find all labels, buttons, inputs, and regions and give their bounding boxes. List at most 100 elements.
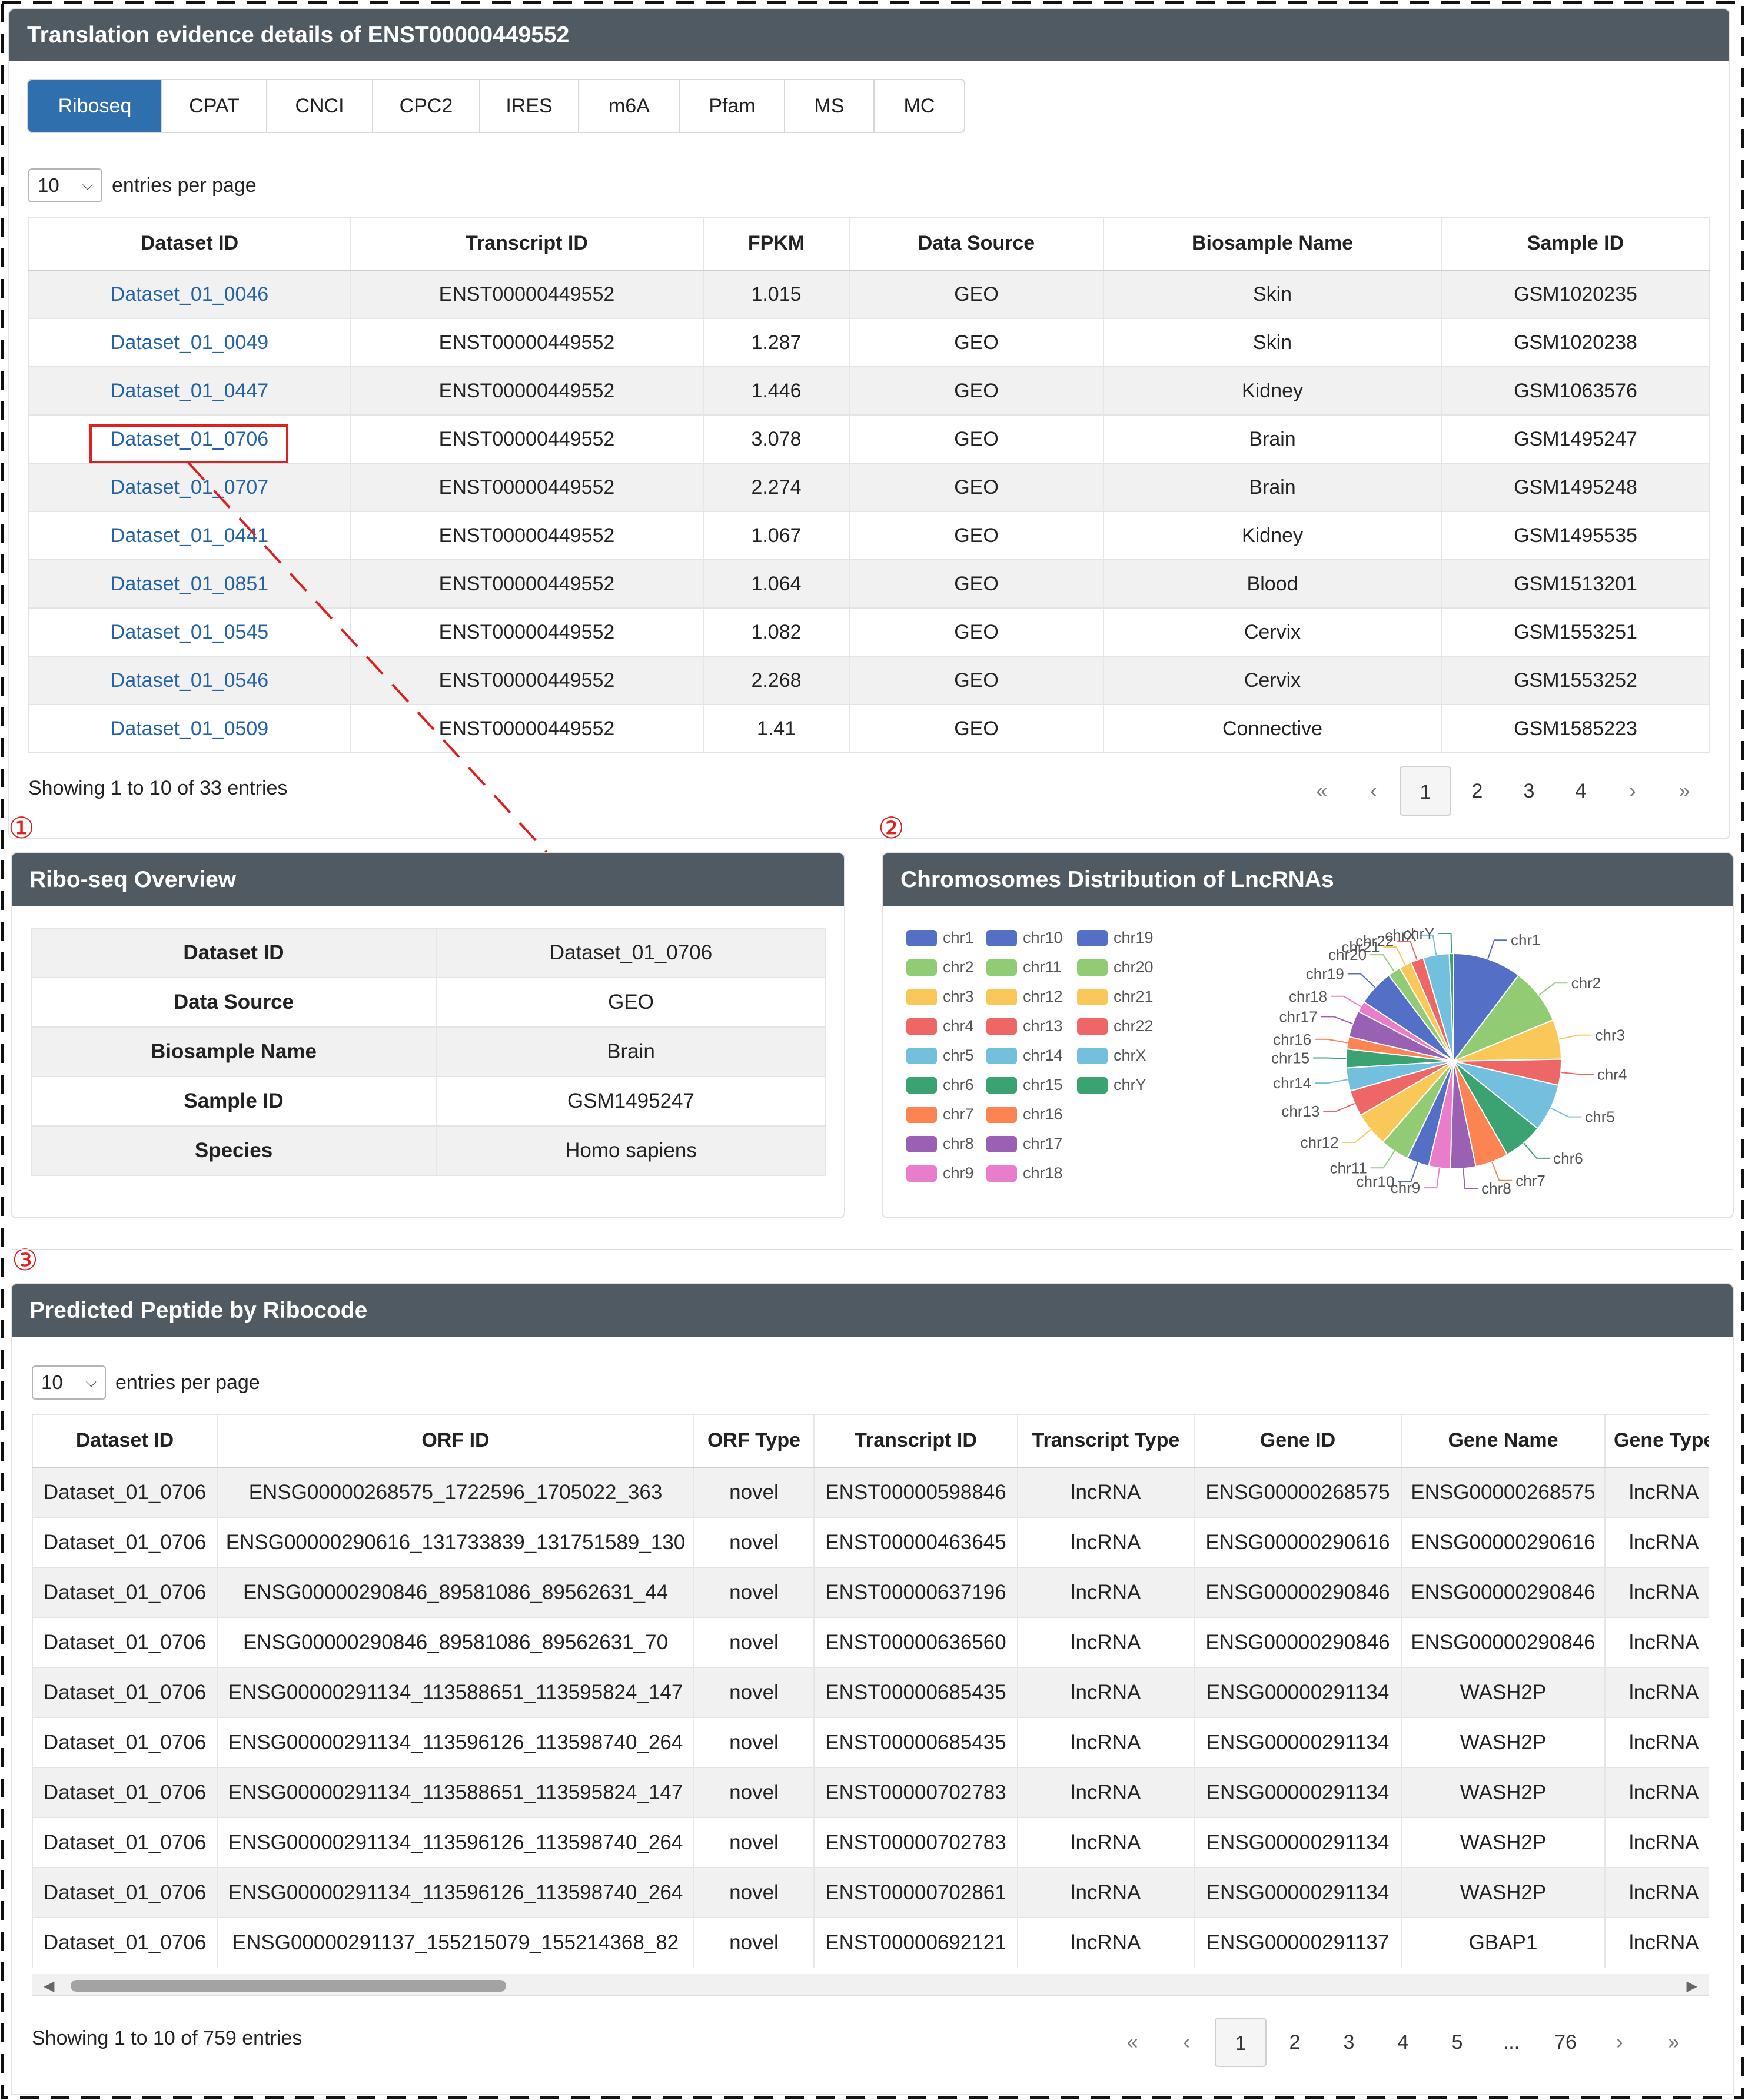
tab-pfam[interactable]: Pfam [680,80,785,132]
legend-item-chr22[interactable]: chr22 [1077,1017,1154,1035]
column-header[interactable]: FPKM [703,217,850,271]
dataset-link[interactable]: Dataset_01_0447 [29,366,351,415]
tab-mc[interactable]: MC [875,80,964,132]
pie-slice-chrY[interactable] [1448,952,1454,1062]
scroll-thumb[interactable] [71,1980,506,1992]
legend-item-chr1[interactable]: chr1 [906,929,974,947]
table-cell: GEO [849,704,1104,753]
tab-cnci[interactable]: CNCI [267,80,373,132]
pager-nav-button[interactable]: › [1629,780,1636,802]
legend-item-chr11[interactable]: chr11 [986,958,1062,976]
legend-item-chr3[interactable]: chr3 [906,988,974,1006]
scroll-right-icon[interactable]: ▶ [1686,1978,1697,1994]
column-header[interactable]: Biosample Name [1103,217,1442,271]
column-header[interactable]: Data Source [849,217,1104,271]
pie-slice-chr2[interactable] [1451,974,1554,1063]
table-cell: ENSG00000291134 [1194,1767,1402,1817]
legend-item-chr18[interactable]: chr18 [986,1164,1063,1182]
legend-item-chr12[interactable]: chr12 [986,988,1063,1006]
pager-page-button[interactable]: 4 [1575,780,1587,802]
legend-item-chr8[interactable]: chr8 [906,1135,974,1153]
pager-page-button[interactable]: 1 [1215,2018,1267,2067]
dataset-link[interactable]: Dataset_01_0049 [29,318,351,367]
pager-nav-button[interactable]: ‹ [1183,2031,1190,2054]
table-row: Dataset_01_0545 ENST00000449552 1.082 GEO Ce… [29,607,1710,656]
table-cell: GEO [849,463,1104,511]
pie-slice-chr1[interactable] [1453,952,1520,1063]
column-header[interactable]: ORF Type [694,1414,815,1468]
evidence-tabs: Riboseq CPAT CNCI CPC2 IRES m6A Pfam MS MC [27,79,965,133]
legend-item-chr2[interactable]: chr2 [906,958,974,976]
legend-item-chr16[interactable]: chr16 [986,1105,1063,1124]
column-header[interactable]: ORF ID [217,1414,694,1468]
horizontal-scrollbar[interactable]: ◀ ▶ [32,1974,1709,1996]
column-header[interactable]: Transcript ID [350,217,704,271]
tab-m6a[interactable]: m6A [579,80,680,132]
pager-page-button[interactable]: 2 [1471,780,1483,802]
column-header[interactable]: Transcript ID [814,1414,1018,1468]
pager-nav-button[interactable]: « [1126,2031,1138,2054]
pager-page-button[interactable]: 2 [1289,2031,1301,2054]
column-header[interactable]: Gene Type [1605,1414,1709,1468]
legend-item-chr15[interactable]: chr15 [986,1076,1063,1094]
column-header[interactable]: Gene ID [1194,1414,1402,1468]
pie-label-chr8: chr8 [1481,1179,1511,1197]
pager-page-button[interactable]: 3 [1343,2031,1355,2054]
column-header[interactable]: Sample ID [1441,217,1710,271]
legend-item-chr17[interactable]: chr17 [986,1135,1063,1153]
legend-item-chrY[interactable]: chrY [1077,1076,1146,1094]
scroll-left-icon[interactable]: ◀ [44,1978,55,1994]
tab-cpc2[interactable]: CPC2 [373,80,480,132]
table-cell: novel [694,1917,815,1968]
pager-nav-button[interactable]: ‹ [1370,780,1377,802]
pager-page-button[interactable]: 76 [1554,2031,1577,2054]
table-cell: WASH2P [1401,1767,1606,1817]
legend-item-chr7[interactable]: chr7 [906,1105,974,1124]
column-header[interactable]: Dataset ID [29,217,351,271]
legend-item-chr20[interactable]: chr20 [1077,958,1154,976]
legend-item-chr10[interactable]: chr10 [986,929,1063,947]
legend-item-chr6[interactable]: chr6 [906,1076,974,1094]
pager-nav-button[interactable]: › [1616,2031,1623,2054]
dataset-link[interactable]: Dataset_01_0441 [29,511,351,560]
column-header[interactable]: Transcript Type [1018,1414,1195,1468]
dataset-link[interactable]: Dataset_01_0545 [29,607,351,656]
legend-label: chr22 [1114,1017,1154,1035]
pie-label-chr1: chr1 [1511,931,1541,949]
chevron-down-icon: ⌵ [82,177,93,193]
legend-item-chr14[interactable]: chr14 [986,1046,1063,1065]
legend-label: chr1 [943,929,974,946]
table-cell: lncRNA [1018,1867,1195,1918]
legend-item-chr13[interactable]: chr13 [986,1017,1063,1035]
table-cell: 1.064 [703,559,850,608]
legend-item-chr5[interactable]: chr5 [906,1046,974,1065]
dataset-link[interactable]: Dataset_01_0707 [29,463,351,511]
table-cell: ENSG00000291137 [1194,1917,1402,1968]
legend-item-chr21[interactable]: chr21 [1077,988,1154,1006]
tab-ires[interactable]: IRES [480,80,579,132]
legend-swatch [1077,1047,1108,1064]
peptide-entries-per-page-select[interactable]: 10 ⌵ [32,1365,106,1400]
pager-page-button[interactable]: 3 [1523,780,1535,802]
dataset-link[interactable]: Dataset_01_0706 [29,414,351,463]
entries-per-page-select[interactable]: 10 ⌵ [28,168,102,202]
legend-item-chr4[interactable]: chr4 [906,1017,974,1035]
dataset-link[interactable]: Dataset_01_0546 [29,656,351,705]
pager-nav-button[interactable]: » [1668,2031,1680,2054]
tab-ms[interactable]: MS [785,80,875,132]
dataset-link[interactable]: Dataset_01_0046 [29,270,351,318]
pager-nav-button[interactable]: » [1678,780,1690,802]
column-header[interactable]: Gene Name [1401,1414,1606,1468]
pager-page-button[interactable]: 4 [1397,2031,1409,2054]
dataset-link[interactable]: Dataset_01_0851 [29,559,351,608]
legend-item-chrX[interactable]: chrX [1077,1046,1146,1065]
pager-page-button[interactable]: 5 [1451,2031,1463,2054]
pager-page-button[interactable]: 1 [1400,766,1451,816]
tab-riboseq[interactable]: Riboseq [28,80,162,132]
legend-item-chr19[interactable]: chr19 [1077,929,1154,947]
dataset-link[interactable]: Dataset_01_0509 [29,704,351,753]
tab-cpat[interactable]: CPAT [162,80,267,132]
legend-item-chr9[interactable]: chr9 [906,1164,974,1182]
column-header[interactable]: Dataset ID [32,1414,218,1468]
pager-nav-button[interactable]: « [1316,780,1328,802]
